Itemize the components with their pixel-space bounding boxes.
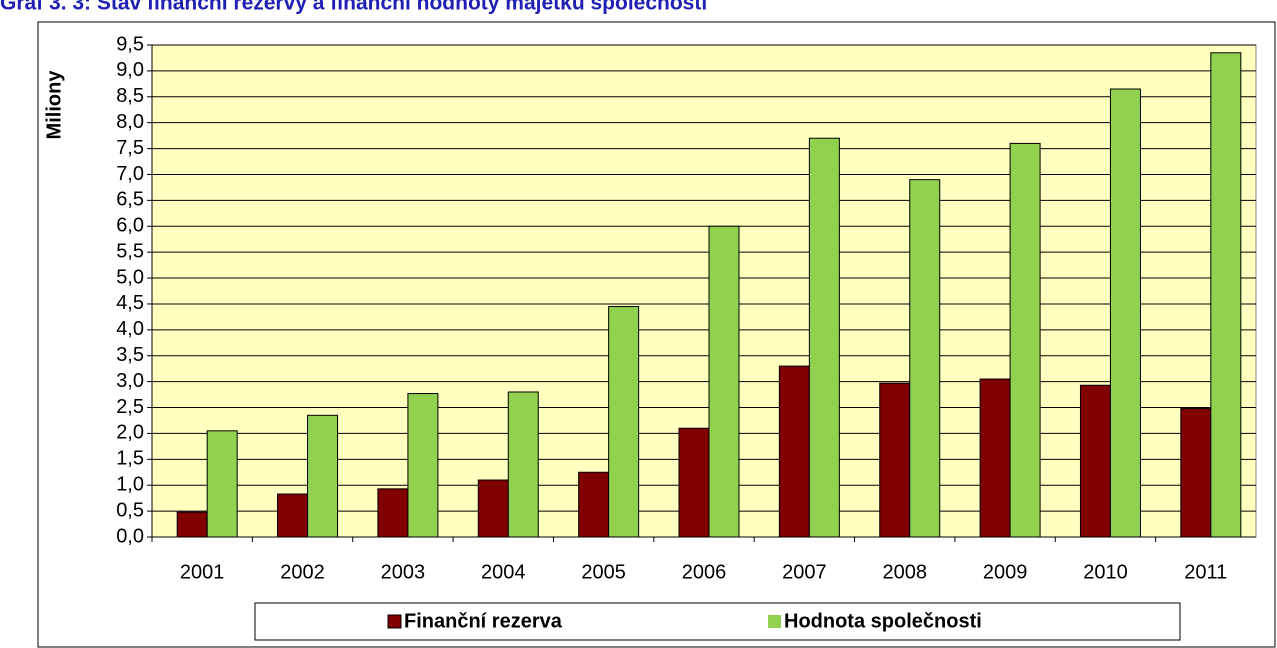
bar bbox=[1210, 52, 1242, 538]
bar bbox=[277, 493, 309, 538]
x-tick-label: 2003 bbox=[381, 561, 426, 583]
legend-swatch bbox=[768, 615, 781, 628]
x-tick-label: 2010 bbox=[1083, 561, 1128, 583]
bar bbox=[708, 225, 740, 538]
x-tick-label: 2001 bbox=[180, 561, 225, 583]
y-tick-label: 3,0 bbox=[116, 370, 144, 392]
y-tick-label: 2,0 bbox=[116, 422, 144, 444]
bar bbox=[377, 488, 409, 538]
bar bbox=[808, 137, 840, 538]
y-tick-label: 0,0 bbox=[116, 525, 144, 547]
y-tick-label: 1,5 bbox=[116, 448, 144, 470]
bar bbox=[678, 427, 710, 538]
bar bbox=[507, 391, 539, 538]
x-tick-label: 2007 bbox=[782, 561, 827, 583]
bar bbox=[307, 414, 339, 538]
y-tick-label: 5,5 bbox=[116, 240, 144, 262]
x-tick-label: 2005 bbox=[581, 561, 626, 583]
bar bbox=[608, 306, 640, 538]
bar bbox=[407, 393, 439, 538]
bar bbox=[778, 365, 810, 538]
bar bbox=[477, 479, 509, 538]
y-tick-label: 2,5 bbox=[116, 396, 144, 418]
legend bbox=[254, 602, 1181, 641]
y-tick-label: 4,0 bbox=[116, 318, 144, 340]
y-tick-label: 4,5 bbox=[116, 292, 144, 314]
y-tick-label: 6,5 bbox=[116, 189, 144, 211]
bar bbox=[879, 382, 911, 538]
bar bbox=[1109, 88, 1141, 538]
y-tick-label: 3,5 bbox=[116, 344, 144, 366]
bar bbox=[578, 471, 610, 538]
chart-title: Graf 3. 3: Stav finanční rezervy a finan… bbox=[0, 0, 707, 15]
bar bbox=[1079, 384, 1111, 538]
y-tick-label: 9,0 bbox=[116, 59, 144, 81]
y-tick-label: 7,5 bbox=[116, 137, 144, 159]
y-axis-label: Miliony bbox=[43, 70, 65, 140]
x-tick-label: 2004 bbox=[481, 561, 526, 583]
bar bbox=[1009, 142, 1041, 538]
y-tick-label: 6,0 bbox=[116, 215, 144, 237]
y-tick-label: 7,0 bbox=[116, 163, 144, 185]
y-tick-label: 1,0 bbox=[116, 473, 144, 495]
y-tick-label: 0,5 bbox=[116, 499, 144, 521]
y-tick-label: 8,0 bbox=[116, 111, 144, 133]
x-tick-label: 2002 bbox=[280, 561, 325, 583]
x-tick-label: 2011 bbox=[1184, 561, 1227, 583]
bar bbox=[206, 430, 238, 538]
legend-label: Hodnota společnosti bbox=[784, 610, 982, 632]
y-tick-label: 8,5 bbox=[116, 85, 144, 107]
bar bbox=[1180, 408, 1212, 538]
legend-swatch bbox=[387, 614, 402, 629]
y-tick-label: 9,5 bbox=[116, 33, 144, 55]
legend-label: Finanční rezerva bbox=[404, 610, 563, 632]
x-tick-label: 2006 bbox=[682, 561, 727, 583]
bar bbox=[176, 511, 208, 538]
x-tick-label: 2009 bbox=[983, 561, 1028, 583]
bar bbox=[909, 179, 941, 538]
x-tick-label: 2008 bbox=[882, 561, 927, 583]
y-tick-label: 5,0 bbox=[116, 266, 144, 288]
bar bbox=[979, 378, 1011, 538]
